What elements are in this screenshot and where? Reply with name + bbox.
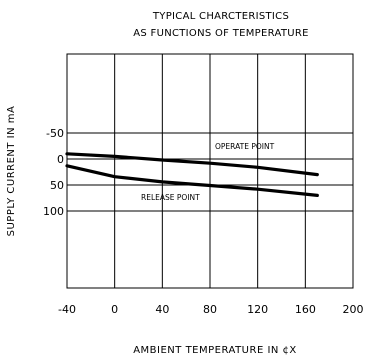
chart-title-line-2: AS FUNCTIONS OF TEMPERATURE <box>133 28 308 39</box>
x-tick-label: 0 <box>111 303 118 316</box>
x-tick-label: -40 <box>58 303 76 316</box>
y-tick-label: 0 <box>57 153 64 166</box>
grid <box>67 54 353 288</box>
x-tick-labels: -40 0 40 80 120 160 200 <box>58 303 363 316</box>
x-axis-label: AMBIENT TEMPERATURE IN ¢X <box>133 345 297 356</box>
operate-point-label: OPERATE POINT <box>215 142 275 151</box>
y-axis-label: SUPPLY CURRENT IN mA <box>6 106 17 237</box>
series-lines <box>65 152 319 197</box>
release-point-label: RELEASE POINT <box>141 193 200 202</box>
x-tick-label: 160 <box>295 303 316 316</box>
series-line-operate-point <box>65 152 319 177</box>
x-tick-label: 120 <box>247 303 268 316</box>
x-tick-label: 40 <box>155 303 169 316</box>
y-tick-label: 50 <box>50 179 64 192</box>
y-tick-label: -50 <box>46 127 64 140</box>
chart-title-line-1: TYPICAL CHARCTERISTICS <box>152 11 289 22</box>
x-tick-label: 80 <box>203 303 217 316</box>
series-line-release-point <box>65 164 319 197</box>
y-tick-label: 100 <box>43 205 64 218</box>
y-tick-labels: -50 0 50 100 <box>43 127 64 218</box>
x-tick-label: 200 <box>343 303 364 316</box>
